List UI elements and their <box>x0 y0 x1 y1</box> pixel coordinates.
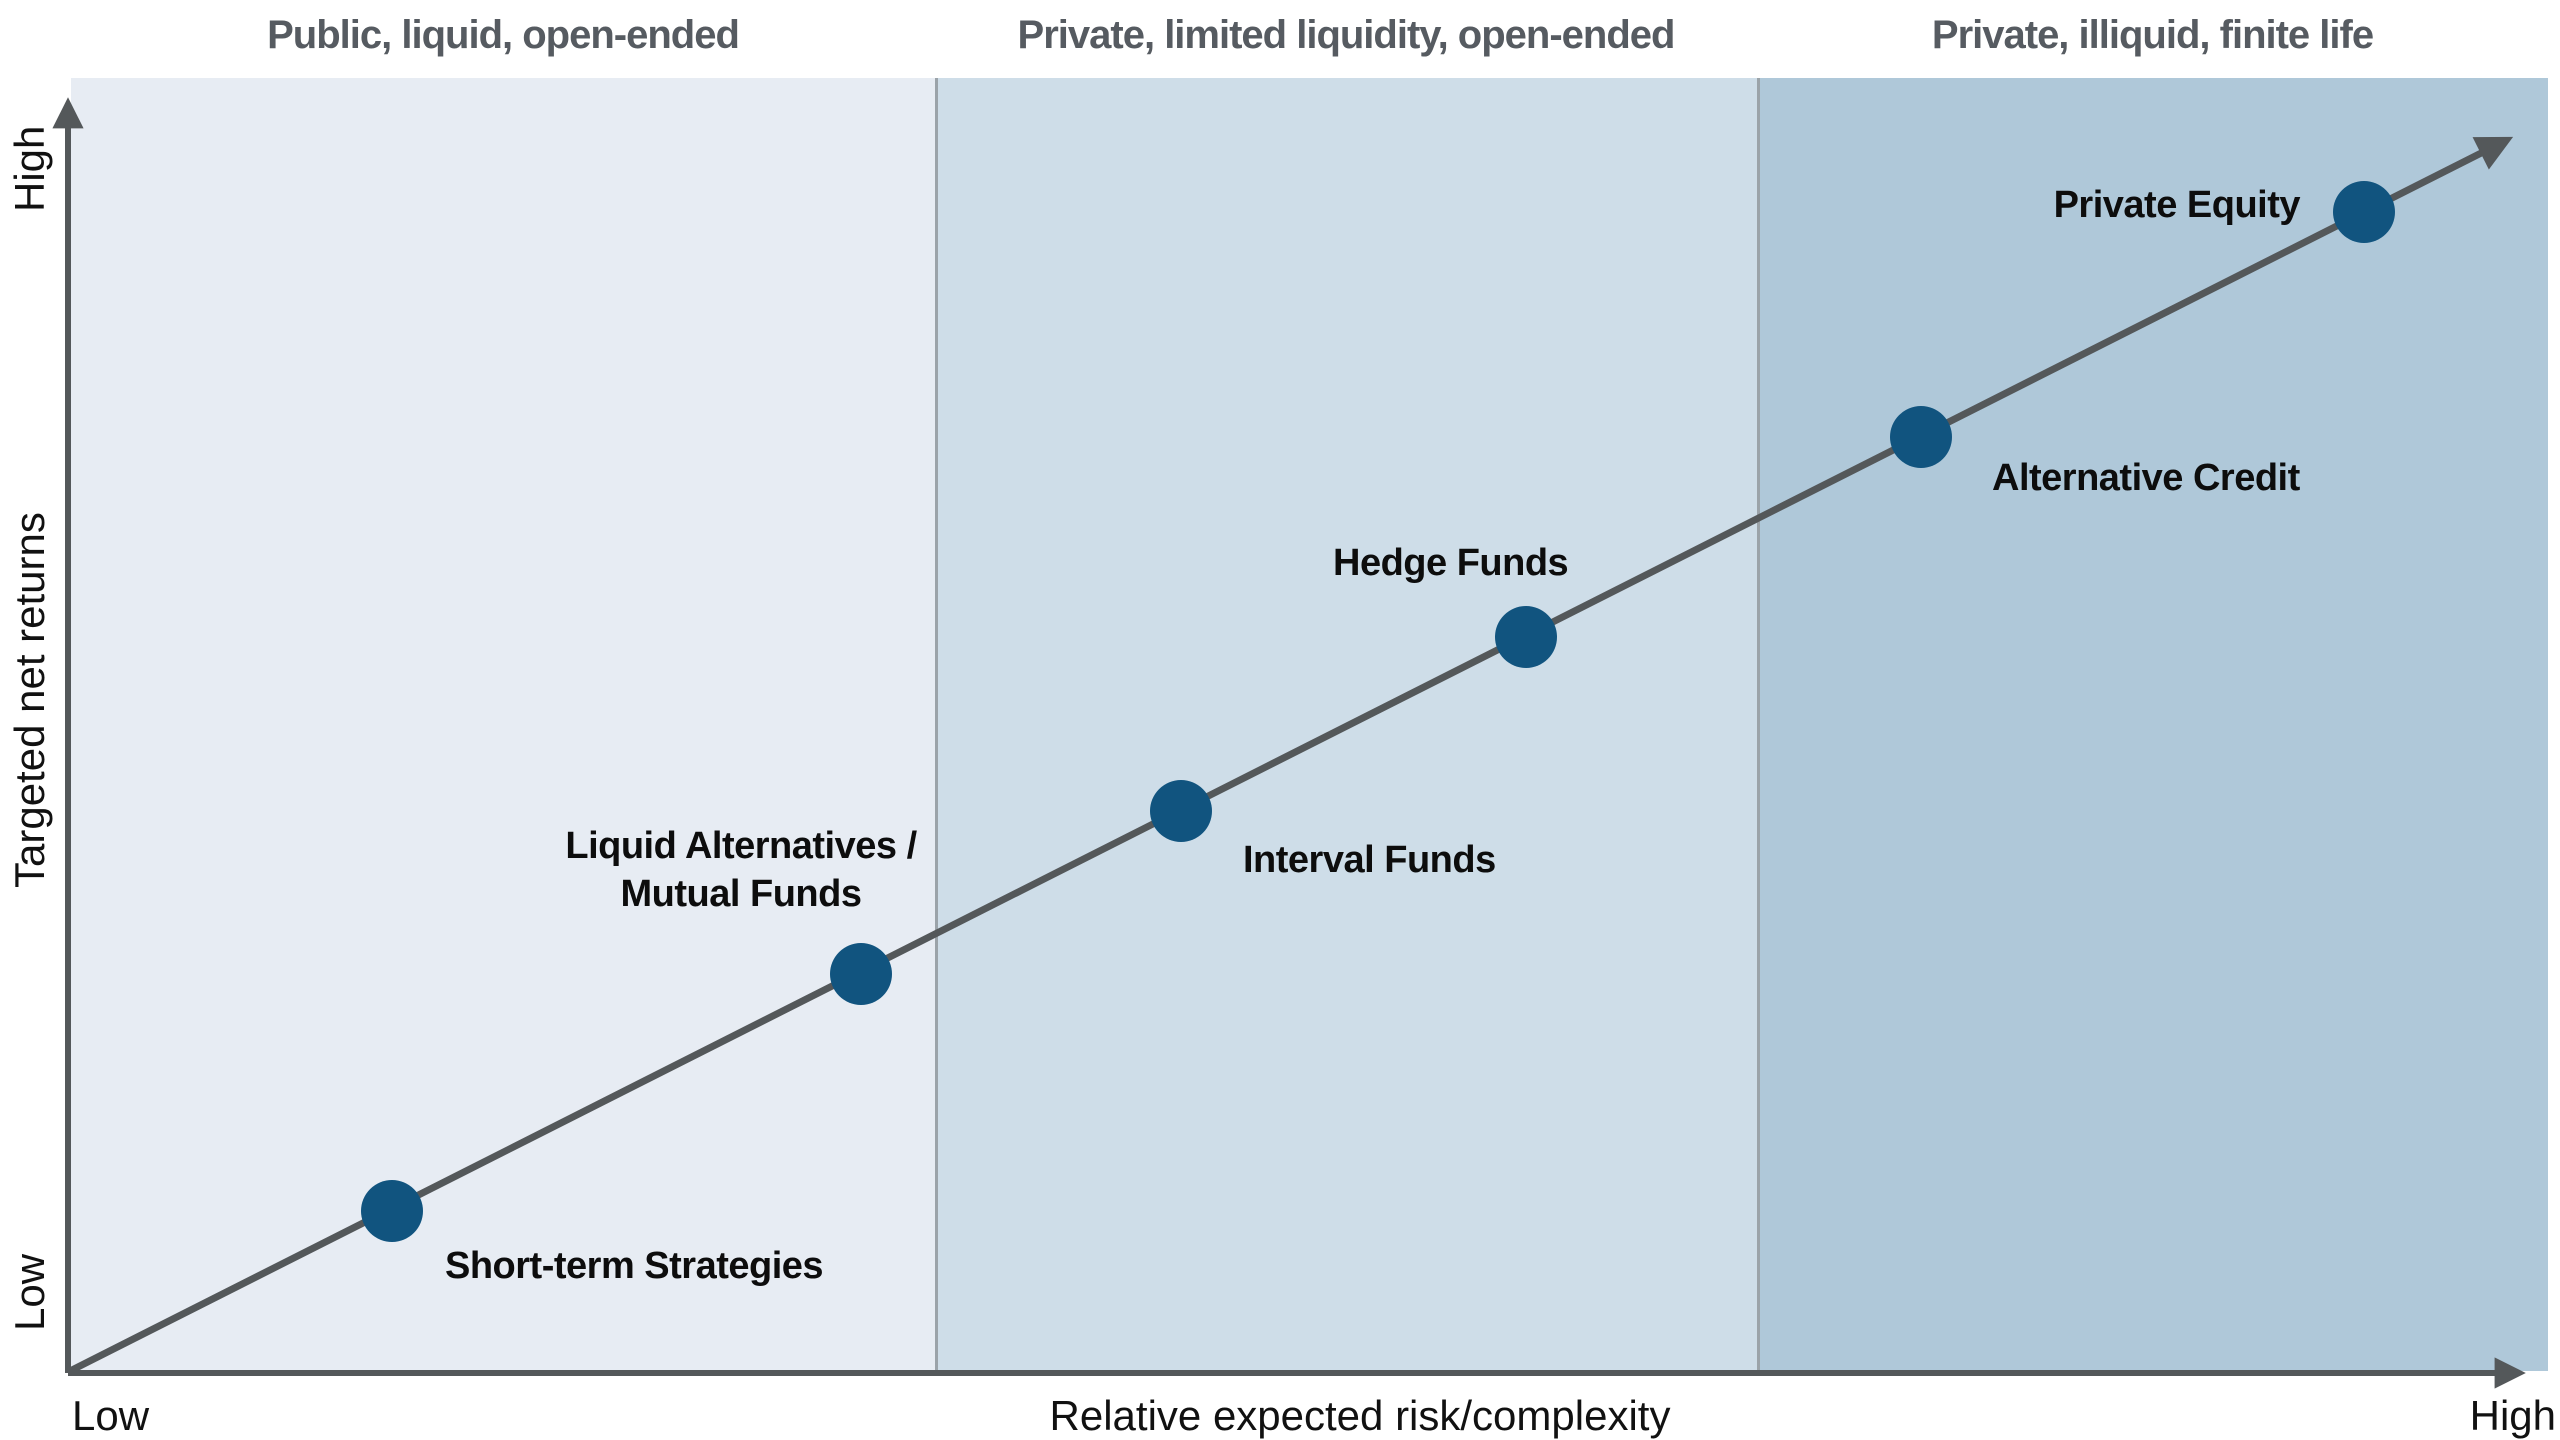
x-axis-tick-high: High <box>2469 1392 2556 1439</box>
x-axis-tick-low: Low <box>72 1392 150 1439</box>
zone-header-private-limited: Private, limited liquidity, open-ended <box>1017 13 1676 57</box>
point-label-liquid-alternatives-mutual-funds: Liquid Alternatives / Mutual Funds <box>565 825 917 915</box>
x-axis-title: Relative expected risk/complexity <box>1049 1392 1671 1439</box>
plot-area <box>71 78 2548 1371</box>
point-label-alternative-credit: Alternative Credit <box>1992 457 2300 499</box>
zone-header-public-liquid: Public, liquid, open-ended <box>267 13 740 57</box>
point-label-hedge-funds: Hedge Funds <box>1333 542 1569 584</box>
zone-band-private-illiquid <box>1757 78 2548 1371</box>
y-axis-tick-low: Low <box>6 1253 53 1331</box>
zone-header-private-illiquid: Private, illiquid, finite life <box>1931 13 2374 57</box>
zone-band-private-limited <box>935 78 1757 1371</box>
point-label-short-term-strategies: Short-term Strategies <box>445 1245 824 1287</box>
zone-band-public-liquid <box>71 78 935 1371</box>
point-label-interval-funds: Interval Funds <box>1243 839 1496 881</box>
y-axis-title: Targeted net returns <box>6 512 53 888</box>
y-axis-tick-high: High <box>6 125 53 213</box>
point-label-private-equity: Private Equity <box>2053 184 2301 226</box>
